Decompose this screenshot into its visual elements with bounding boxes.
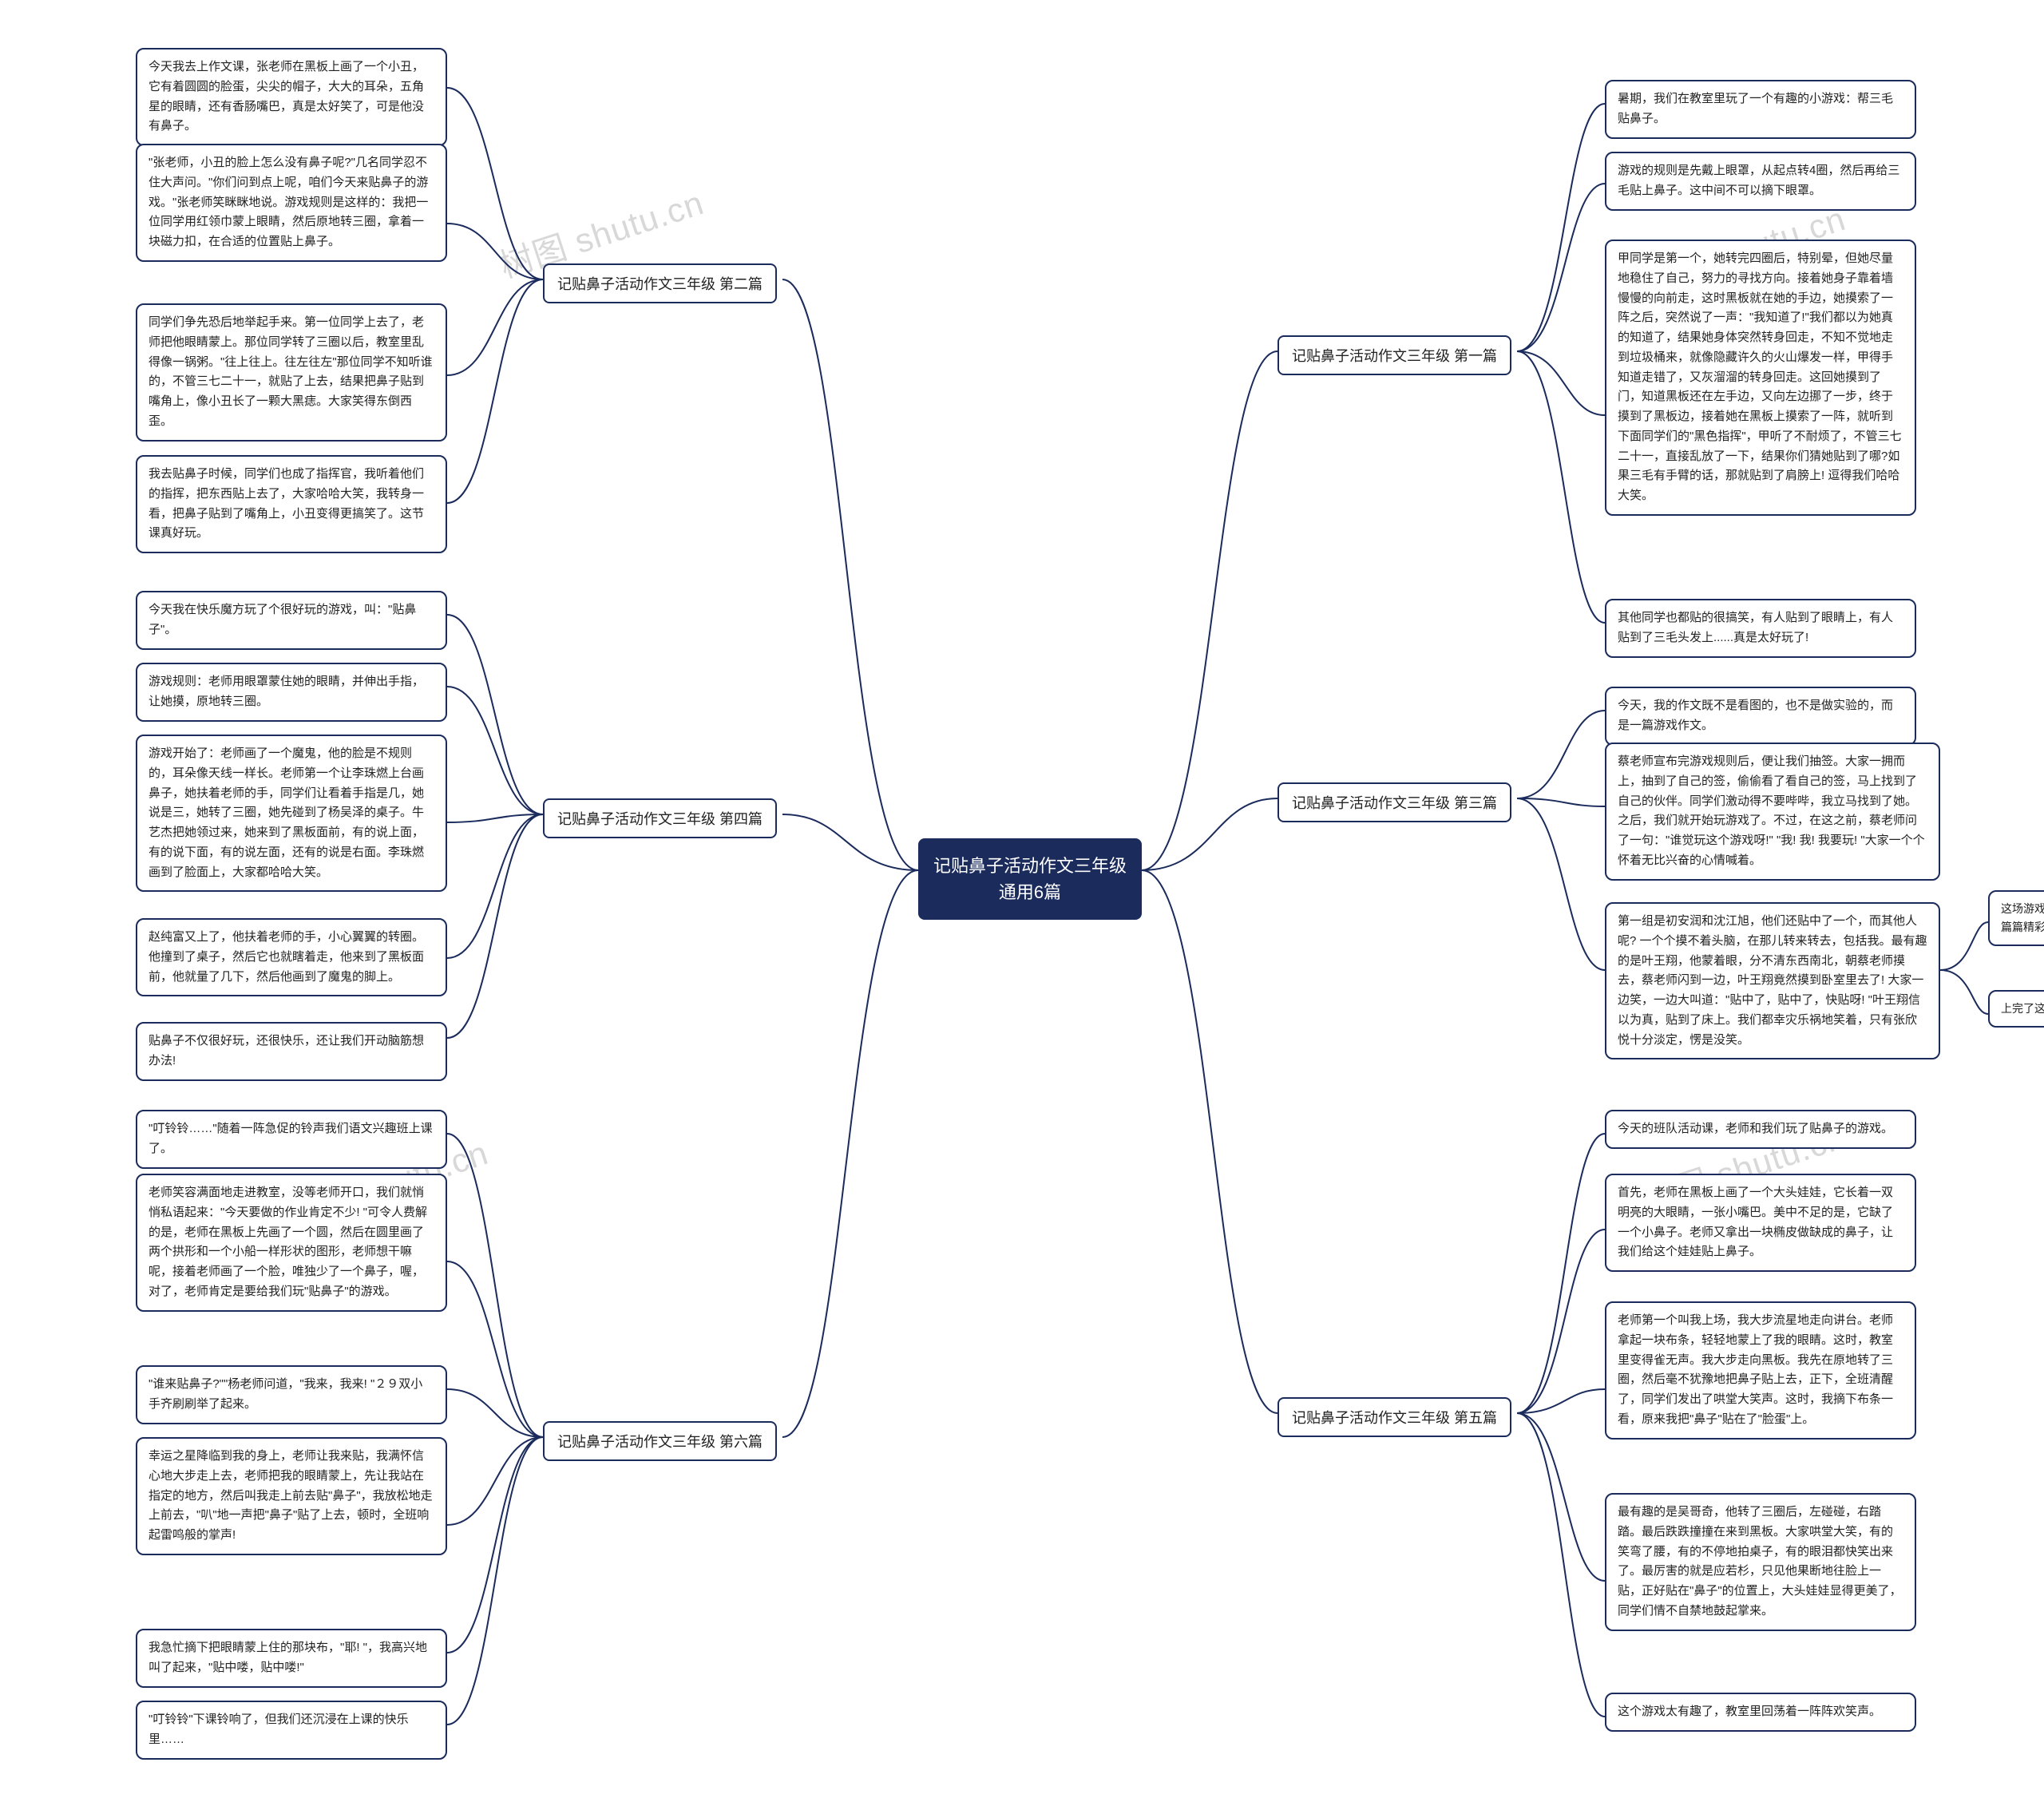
leaf-node: 贴鼻子不仅很好玩，还很快乐，还让我们开动脑筋想办法!	[136, 1022, 447, 1081]
branch-node-6: 记贴鼻子活动作文三年级 第六篇	[543, 1421, 777, 1461]
leaf-node: 最有趣的是吴哥奇，他转了三圈后，左碰碰，右踏踏。最后跌跌撞撞在来到黑板。大家哄堂…	[1605, 1493, 1916, 1631]
leaf-node: 我急忙摘下把眼睛蒙上住的那块布，"耶! "，我高兴地叫了起来，"贴中喽，贴中喽!…	[136, 1629, 447, 1688]
leaf-node: 暑期，我们在教室里玩了一个有趣的小游戏：帮三毛贴鼻子。	[1605, 80, 1916, 139]
leaf-node: 今天，我的作文既不是看图的，也不是做实验的，而是一篇游戏作文。	[1605, 687, 1916, 746]
branch-node-2: 记贴鼻子活动作文三年级 第二篇	[543, 263, 777, 303]
branch-node-1: 记贴鼻子活动作文三年级 第一篇	[1278, 335, 1511, 375]
leaf-node: 幸运之星降临到我的身上，老师让我来贴，我满怀信心地大步走上去，老师把我的眼睛蒙上…	[136, 1437, 447, 1555]
leaf-node: 甲同学是第一个，她转完四圈后，特别晕，但她尽量地稳住了自己，努力的寻找方向。接着…	[1605, 240, 1916, 516]
leaf-node: 老师第一个叫我上场，我大步流星地走向讲台。老师拿起一块布条，轻轻地蒙上了我的眼睛…	[1605, 1301, 1916, 1440]
leaf-node: "谁来贴鼻子?""杨老师问道，"我来，我来! "２９双小手齐刷刷举了起来。	[136, 1365, 447, 1424]
leaf-node: 赵纯富又上了，他扶着老师的手，小心翼翼的转圈。他撞到了桌子，然后它也就瞎着走，他…	[136, 918, 447, 996]
leaf-node: 老师笑容满面地走进教室，没等老师开口，我们就悄悄私语起来："今天要做的作业肯定不…	[136, 1174, 447, 1312]
leaf-node: 今天的班队活动课，老师和我们玩了贴鼻子的游戏。	[1605, 1110, 1916, 1149]
leaf-node: 游戏规则：老师用眼罩蒙住她的眼睛，并伸出手指，让她摸，原地转三圈。	[136, 663, 447, 722]
leaf-node: "叮铃铃"下课铃响了，但我们还沉浸在上课的快乐里……	[136, 1701, 447, 1760]
leaf-node: 其他同学也都贴的很搞笑，有人贴到了眼睛上，有人贴到了三毛头发上......真是太…	[1605, 599, 1916, 658]
leaf-node: 上完了这堂课，我明白了：游戏要玩才会更有趣!	[1988, 990, 2044, 1028]
leaf-node: "张老师，小丑的脸上怎么没有鼻子呢?"几名同学忍不住大声问。"你们问到点上呢，咱…	[136, 144, 447, 262]
leaf-node: 首先，老师在黑板上画了一个大头娃娃，它长着一双明亮的大眼睛，一张小嘴巴。美中不足…	[1605, 1174, 1916, 1272]
leaf-node: 今天我去上作文课，张老师在黑板上画了一个小丑，它有着圆圆的脸蛋，尖尖的帽子，大大…	[136, 48, 447, 146]
leaf-node: 这场游戏结束了，我们用一阵阵欢乐的笑声和一篇篇精彩的作文给这场游戏画上了圆满的句…	[1988, 890, 2044, 946]
leaf-node: "叮铃铃……"随着一阵急促的铃声我们语文兴趣班上课了。	[136, 1110, 447, 1169]
leaf-node: 游戏的规则是先戴上眼罩，从起点转4圈，然后再给三毛贴上鼻子。这中间不可以摘下眼罩…	[1605, 152, 1916, 211]
leaf-node: 第一组是初安润和沈江旭，他们还贴中了一个，而其他人呢? 一个个摸不着头脑，在那儿…	[1605, 902, 1940, 1059]
branch-node-5: 记贴鼻子活动作文三年级 第五篇	[1278, 1397, 1511, 1437]
leaf-node: 今天我在快乐魔方玩了个很好玩的游戏，叫："贴鼻子"。	[136, 591, 447, 650]
leaf-node: 我去贴鼻子时候，同学们也成了指挥官，我听着他们的指挥，把东西贴上去了，大家哈哈大…	[136, 455, 447, 553]
branch-node-4: 记贴鼻子活动作文三年级 第四篇	[543, 798, 777, 838]
center-node: 记贴鼻子活动作文三年级 通用6篇	[918, 838, 1142, 920]
leaf-node: 游戏开始了：老师画了一个魔鬼，他的脸是不规则的，耳朵像天线一样长。老师第一个让李…	[136, 735, 447, 892]
leaf-node: 这个游戏太有趣了，教室里回荡着一阵阵欢笑声。	[1605, 1693, 1916, 1732]
leaf-node: 同学们争先恐后地举起手来。第一位同学上去了，老师把他眼睛蒙上。那位同学转了三圈以…	[136, 303, 447, 442]
branch-node-3: 记贴鼻子活动作文三年级 第三篇	[1278, 782, 1511, 822]
leaf-node: 蔡老师宣布完游戏规则后，便让我们抽签。大家一拥而上，抽到了自己的签，偷偷看了看自…	[1605, 743, 1940, 881]
